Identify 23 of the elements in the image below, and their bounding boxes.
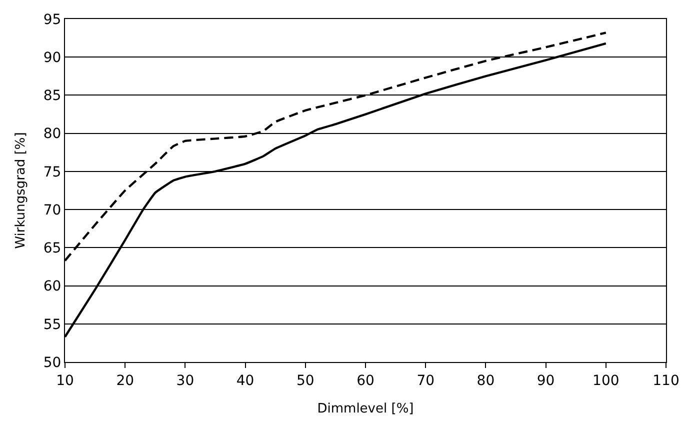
y-axis-title: Wirkungsgrad [%] <box>13 132 28 249</box>
x-tick-label: 90 <box>536 372 555 389</box>
y-tick-label: 70 <box>43 202 62 218</box>
x-tick-label: 70 <box>416 372 435 389</box>
x-tick-label: 100 <box>592 372 620 389</box>
y-tick-label: 65 <box>43 240 62 257</box>
y-tick-label: 60 <box>43 278 62 295</box>
y-tick-label: 50 <box>43 354 62 371</box>
x-tick-label: 40 <box>236 372 254 389</box>
y-tick-label: 80 <box>43 126 62 142</box>
y-tick-label: 95 <box>43 12 62 28</box>
y-tick-label: 75 <box>43 164 62 180</box>
x-tick-label: 10 <box>56 372 74 389</box>
x-tick-label: 50 <box>296 372 314 389</box>
x-tick-label: 80 <box>476 372 495 389</box>
x-tick-label: 30 <box>176 372 194 389</box>
y-tick-label: 85 <box>43 88 62 104</box>
x-axis-title: Dimmlevel [%] <box>317 401 414 416</box>
y-tick-label: 90 <box>43 50 62 66</box>
x-tick-label: 20 <box>116 372 134 389</box>
x-tick-label: 60 <box>356 372 374 389</box>
x-tick-label: 110 <box>652 372 680 389</box>
y-tick-label: 55 <box>43 316 62 333</box>
